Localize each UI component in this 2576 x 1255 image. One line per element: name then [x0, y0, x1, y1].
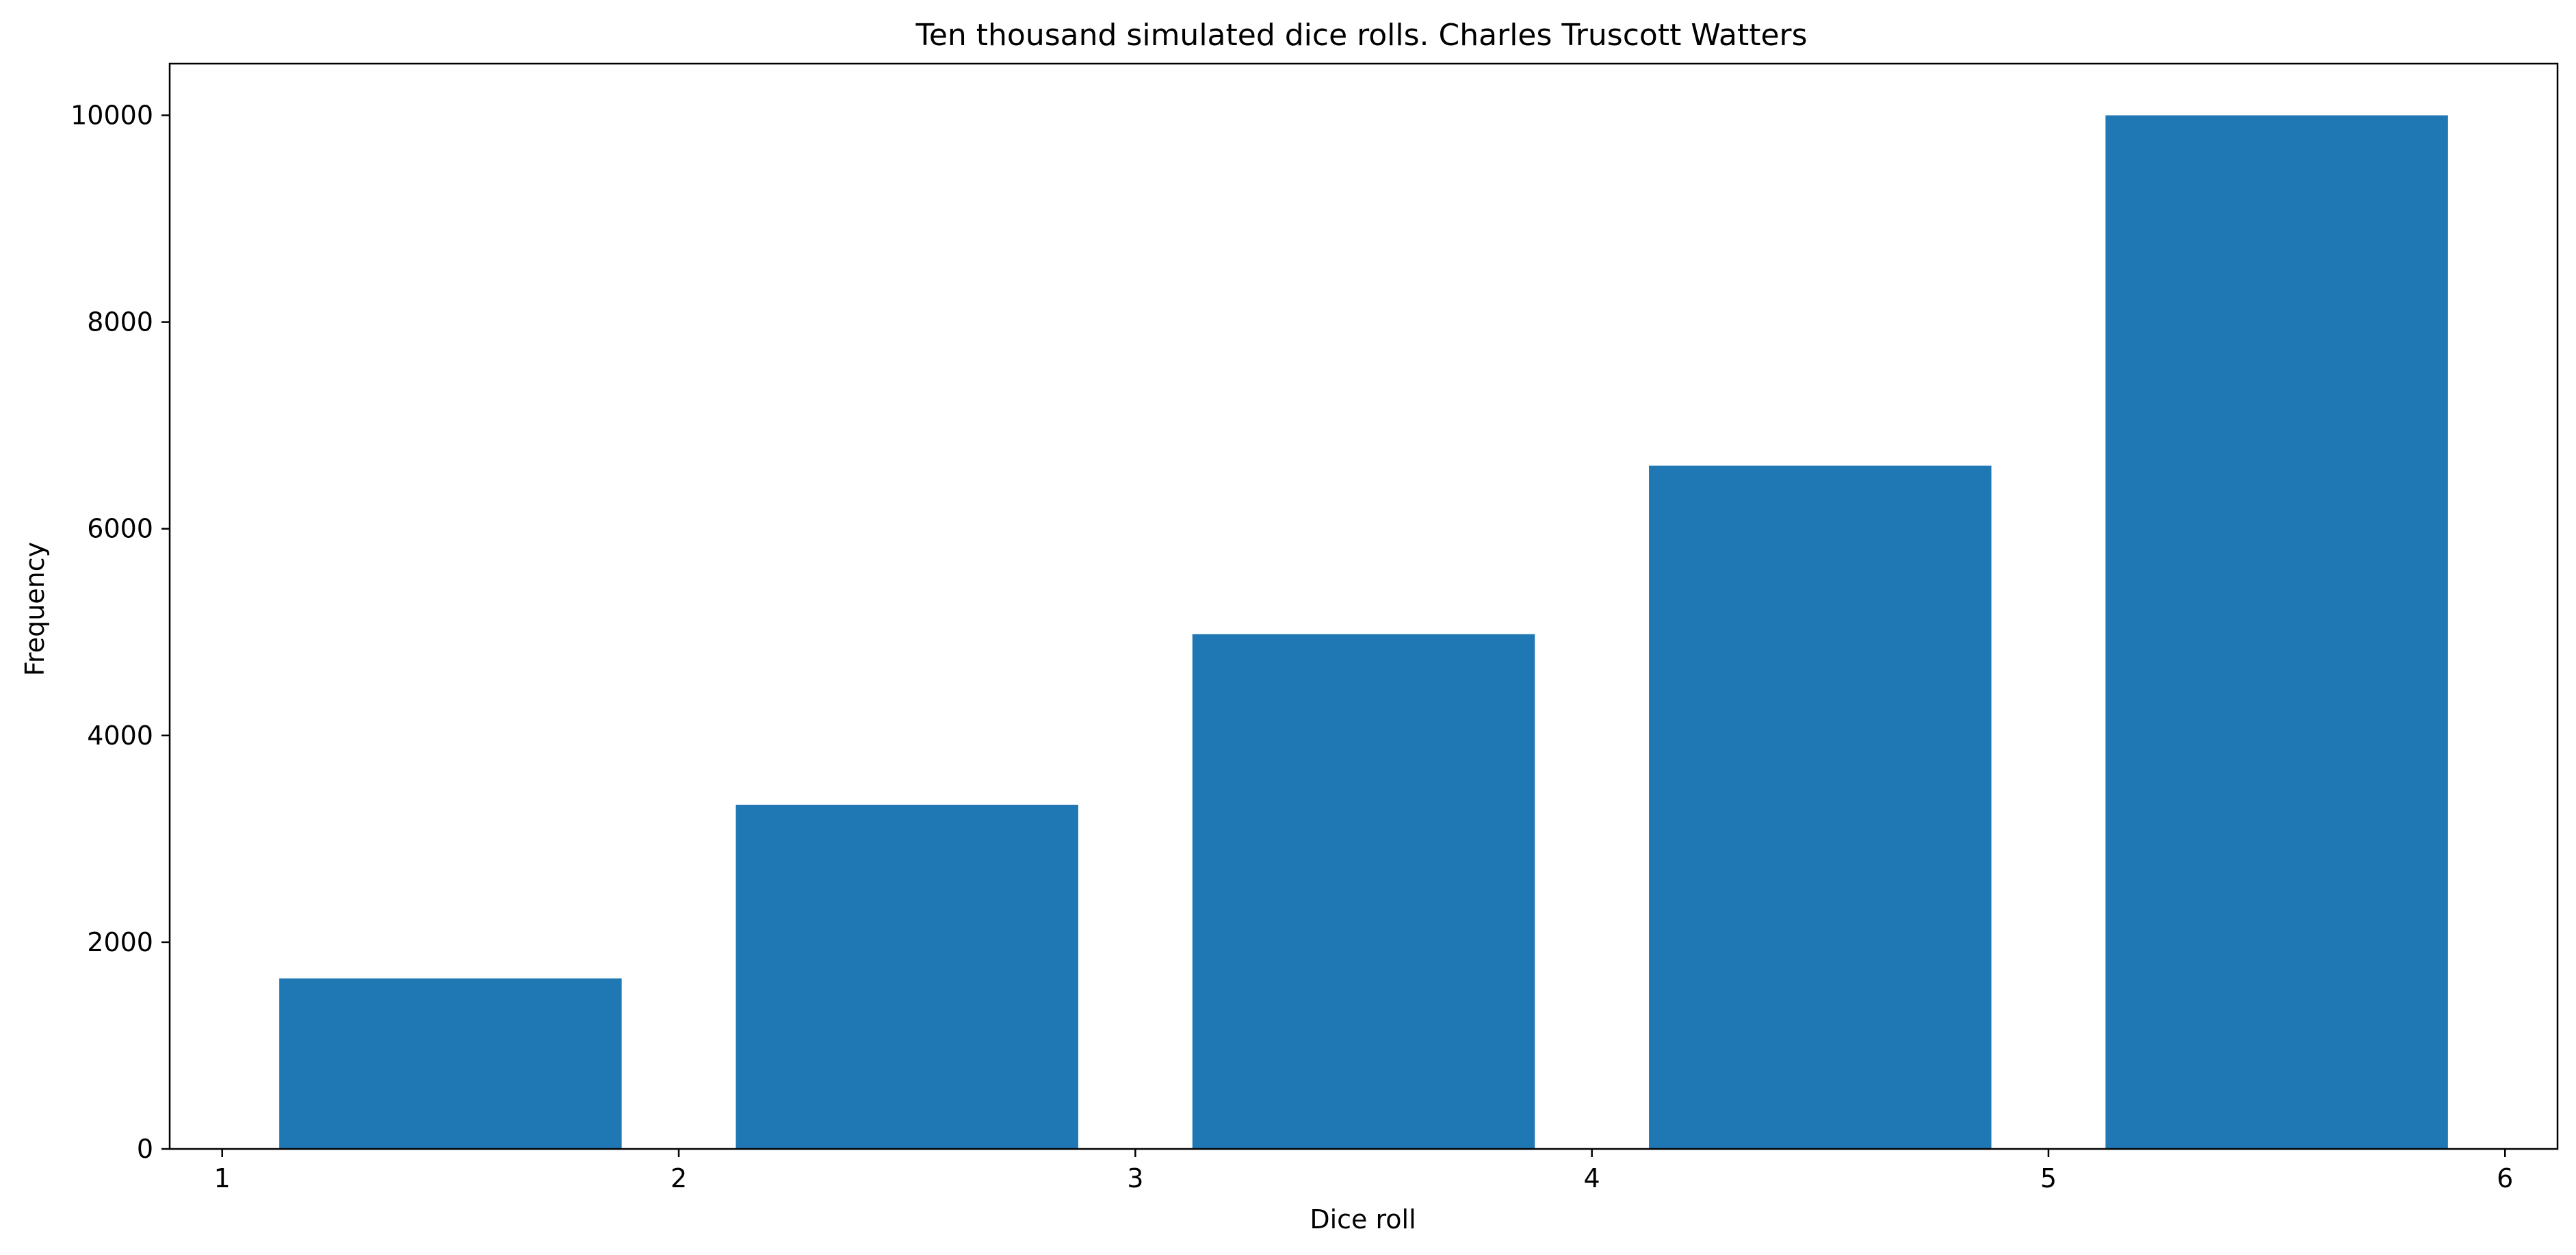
x-axis-label: Dice roll — [1310, 1204, 1416, 1234]
x-tick-label: 1 — [214, 1163, 231, 1193]
chart-title: Ten thousand simulated dice rolls. Charl… — [915, 18, 1807, 53]
y-tick-label: 0 — [137, 1134, 153, 1164]
bar-4 — [1649, 465, 1992, 1149]
y-tick-label: 2000 — [87, 927, 153, 957]
bar-5 — [2105, 115, 2448, 1149]
y-tick-label: 8000 — [87, 307, 153, 337]
x-tick-label: 6 — [2497, 1163, 2513, 1193]
y-axis-ticks: 0 2000 4000 6000 8000 10000 — [70, 101, 170, 1164]
y-tick-label: 4000 — [87, 721, 153, 751]
x-axis-ticks: 1 2 3 4 5 6 — [214, 1149, 2513, 1193]
bar-3 — [1192, 634, 1535, 1149]
x-tick-label: 3 — [1127, 1163, 1143, 1193]
bars-group — [279, 115, 2448, 1149]
bar-2 — [736, 805, 1078, 1149]
plot-area-frame — [168, 62, 2559, 1150]
y-tick-label: 6000 — [87, 514, 153, 544]
bar-1 — [279, 978, 622, 1149]
y-tick-label: 10000 — [70, 101, 153, 131]
y-axis-label: Frequency — [20, 542, 50, 676]
x-tick-label: 5 — [2040, 1163, 2057, 1193]
x-tick-label: 4 — [1584, 1163, 1600, 1193]
x-tick-label: 2 — [671, 1163, 687, 1193]
